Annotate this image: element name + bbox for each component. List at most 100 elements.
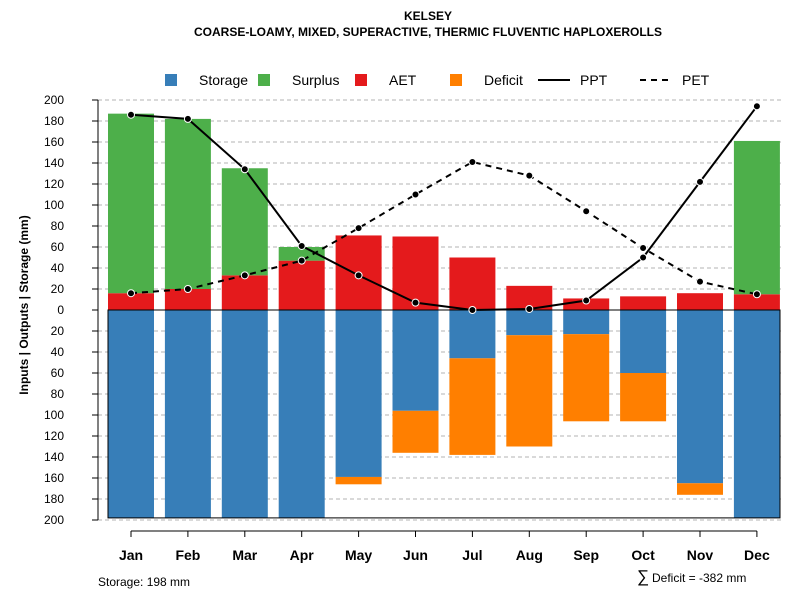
bar-surplus-feb: [164, 118, 211, 290]
y-tick-label: 80: [51, 219, 65, 233]
legend-swatch-storage: [165, 74, 177, 86]
point-pet-oct: [639, 244, 648, 253]
bar-storage-mar: [221, 310, 268, 518]
bar-storage-jan: [108, 310, 154, 518]
y-tick-label: 200: [44, 513, 64, 527]
point-ppt-mar: [240, 165, 249, 174]
y-tick-label: 120: [44, 177, 64, 191]
bar-storage-feb: [164, 310, 211, 518]
point-ppt-jan: [127, 110, 135, 119]
bar-storage-sep: [563, 310, 610, 335]
y-tick-label: 60: [51, 240, 65, 254]
legend-label-surplus: Surplus: [292, 72, 339, 88]
bar-storage-apr: [278, 310, 325, 518]
y-tick-label: 20: [51, 324, 65, 338]
chart-title: KELSEY: [404, 9, 452, 23]
y-tick-label: 200: [44, 93, 64, 107]
point-pet-jun: [411, 190, 420, 199]
bar-deficit-aug: [506, 335, 553, 447]
legend-label-storage: Storage: [199, 72, 248, 88]
bar-deficit-jul: [449, 358, 496, 455]
y-tick-label: 40: [51, 345, 65, 359]
x-tick-label-aug: Aug: [516, 547, 543, 563]
x-tick-label-may: May: [345, 547, 372, 563]
bar-aet-jun: [392, 236, 439, 310]
bar-aet-nov: [677, 293, 723, 310]
point-pet-apr: [297, 256, 306, 265]
bar-storage-jul: [449, 310, 496, 359]
point-pet-sep: [582, 207, 591, 216]
point-pet-dec: [752, 290, 761, 299]
bar-deficit-sep: [563, 334, 610, 422]
legend-swatch-surplus: [258, 74, 270, 86]
bar-surplus-jan: [108, 113, 154, 294]
bar-aet-feb: [164, 289, 211, 310]
point-ppt-oct: [639, 253, 648, 262]
x-tick-label-mar: Mar: [232, 547, 257, 563]
point-ppt-may: [354, 271, 363, 280]
bar-aet-mar: [221, 275, 268, 310]
y-tick-label: 0: [57, 303, 64, 317]
bar-deficit-may: [335, 476, 382, 485]
point-pet-mar: [240, 271, 249, 280]
y-tick-label: 180: [44, 492, 64, 506]
x-tick-label-jun: Jun: [403, 547, 428, 563]
bar-aet-apr: [278, 260, 325, 310]
legend-swatch-aet: [355, 74, 367, 86]
point-ppt-feb: [183, 114, 192, 123]
bar-aet-jul: [449, 257, 496, 310]
x-tick-label-feb: Feb: [175, 547, 200, 563]
y-tick-label: 120: [44, 429, 64, 443]
point-pet-may: [354, 224, 363, 233]
x-tick-label-apr: Apr: [290, 547, 315, 563]
bar-aet-jan: [108, 293, 154, 310]
x-tick-label-jan: Jan: [119, 547, 143, 563]
y-tick-label: 20: [51, 282, 65, 296]
bar-deficit-jun: [392, 410, 439, 453]
bar-surplus-dec: [733, 140, 780, 295]
point-pet-feb: [183, 285, 192, 293]
point-ppt-aug: [525, 304, 534, 313]
x-axis: Jan Feb Mar Apr May Jun Jul Aug Sep Oct Nov Dec: [119, 530, 770, 563]
x-tick-label-jul: Jul: [462, 547, 482, 563]
y-tick-label: 160: [44, 471, 64, 485]
sum-symbol-icon: ∑: [637, 567, 649, 586]
bar-storage-oct: [620, 310, 667, 373]
point-ppt-dec: [752, 102, 761, 111]
bar-deficit-oct: [620, 373, 667, 422]
x-tick-label-nov: Nov: [687, 547, 714, 563]
y-tick-label: 100: [44, 408, 64, 422]
point-pet-jul: [468, 157, 477, 166]
legend-label-ppt: PPT: [580, 72, 608, 88]
y-axis-label: Inputs | Outputs | Storage (mm): [17, 215, 31, 394]
y-tick-label: 140: [44, 156, 64, 170]
y-tick-label: 160: [44, 135, 64, 149]
point-pet-nov: [696, 277, 704, 286]
y-tick-label: 40: [51, 261, 65, 275]
point-ppt-sep: [582, 296, 591, 305]
legend-swatch-deficit: [450, 74, 462, 86]
bar-storage-jun: [392, 310, 439, 411]
y-tick-label: 80: [51, 387, 65, 401]
bar-storage-dec: [733, 310, 780, 518]
y-tick-label: 140: [44, 450, 64, 464]
point-ppt-jun: [411, 298, 420, 307]
deficit-footnote: Deficit = -382 mm: [652, 571, 746, 585]
bar-deficit-nov: [677, 483, 723, 495]
bars: [108, 113, 780, 518]
point-pet-aug: [525, 171, 534, 180]
y-tick-label: 60: [51, 366, 65, 380]
x-tick-label-dec: Dec: [744, 547, 770, 563]
bar-storage-aug: [506, 310, 553, 336]
storage-footnote: Storage: 198 mm: [98, 575, 190, 589]
line-pet: [130, 160, 758, 296]
y-axis: 2001801601401201008060402002040608010012…: [44, 93, 99, 527]
legend-label-deficit: Deficit: [484, 72, 523, 88]
point-ppt-apr: [297, 241, 306, 250]
bar-surplus-apr: [278, 247, 325, 261]
point-ppt-nov: [696, 177, 704, 186]
point-ppt-jul: [468, 306, 477, 314]
gridlines: [98, 99, 782, 521]
bar-storage-may: [335, 310, 382, 477]
